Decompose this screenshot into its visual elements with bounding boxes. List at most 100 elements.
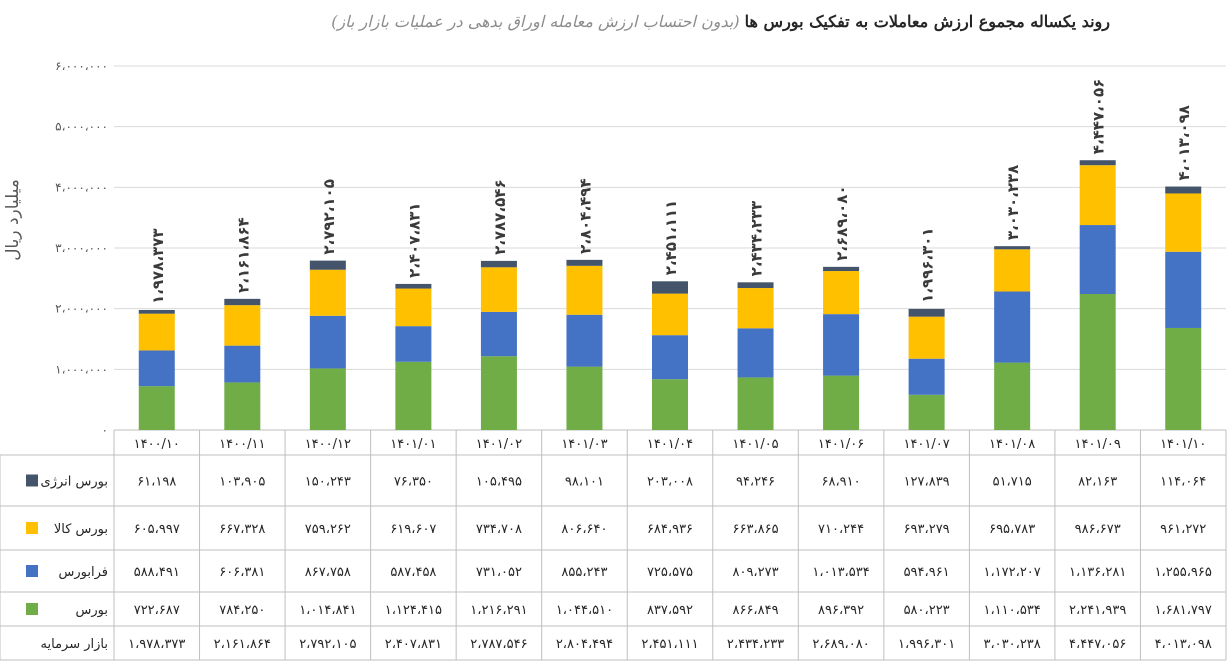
bar-segment: [480, 267, 517, 312]
table-cell-total: ۴،۰۱۳،۰۹۸: [1155, 637, 1212, 652]
bar-segment: [566, 265, 603, 315]
table-cell: ۱،۱۲۴،۴۱۵: [385, 603, 442, 618]
bar-segment: [908, 358, 945, 395]
table-cell: ۷۸۴،۲۵۰: [219, 603, 265, 618]
table-cell-total: ۲،۷۹۲،۱۰۵: [299, 637, 356, 652]
table-cell: ۹۶۱،۲۷۲: [1160, 522, 1206, 537]
legend-swatch: [26, 603, 38, 615]
table-cell: ۱۲۷،۸۳۹: [904, 475, 950, 490]
table-cell: ۶۸،۹۱۰: [822, 475, 861, 490]
bar-segment: [823, 314, 860, 376]
bar-segment: [1079, 293, 1116, 430]
x-tick-label: ۱۴۰۱/۰۱: [390, 437, 436, 452]
total-data-label: ۳،۰۳۰،۲۳۸: [1004, 165, 1022, 240]
bar-segment: [1165, 186, 1202, 194]
bar-segment: [908, 394, 945, 430]
table-cell: ۸۶۶،۸۴۹: [732, 603, 778, 618]
bar-segment: [395, 361, 432, 430]
y-tick-label: ۵،۰۰۰،۰۰۰: [55, 120, 108, 134]
bar-segment: [1079, 160, 1116, 166]
bar-segment: [566, 314, 603, 367]
legend-label: فرابورس: [59, 565, 108, 580]
bar-segment: [395, 288, 432, 327]
bar-segment: [480, 260, 517, 268]
table-cell: ۹۸۶،۶۷۳: [1075, 522, 1121, 537]
table-cell: ۶۹۳،۲۷۹: [904, 522, 950, 537]
total-data-label: ۲،۴۳۴،۲۳۳: [748, 201, 766, 276]
table-cell: ۱،۱۱۰،۵۳۴: [984, 603, 1041, 618]
table-cell: ۷۵۹،۲۶۲: [305, 522, 351, 537]
table-cell: ۱،۰۱۴،۸۴۱: [299, 603, 356, 618]
total-data-label: ۲،۱۶۱،۸۶۴: [234, 217, 252, 292]
legend-label: بورس انرژی: [41, 475, 108, 490]
total-data-label: ۴،۴۴۷،۰۵۶: [1090, 79, 1108, 154]
bar-segment: [138, 386, 175, 430]
bar-segment: [138, 313, 175, 351]
table-cell: ۱۰۵،۴۹۵: [476, 475, 522, 490]
total-data-label: ۱،۹۷۸،۳۷۳: [149, 228, 167, 303]
total-data-label: ۲،۶۸۹،۰۸۰: [833, 185, 851, 260]
bar-segment: [395, 326, 432, 362]
y-tick-label: ۲،۰۰۰،۰۰۰: [55, 302, 108, 316]
bar-segment: [309, 260, 346, 270]
table-cell-total: ۱،۹۹۶،۳۰۱: [898, 637, 955, 652]
total-data-label: ۲،۸۰۴،۴۹۴: [576, 178, 594, 253]
table-cell-total: ۲،۴۳۴،۲۳۳: [727, 637, 784, 652]
bar-segment: [908, 308, 945, 317]
table-cell: ۶۱،۱۹۸: [137, 475, 176, 490]
bar-segment: [737, 288, 774, 329]
table-cell: ۶۶۷،۳۲۸: [219, 522, 265, 537]
bar-segment: [480, 311, 517, 357]
table-cell: ۷۱۰،۲۴۴: [818, 522, 864, 537]
table-cell: ۱،۱۳۶،۲۸۱: [1069, 565, 1126, 580]
table-cell: ۶۰۵،۹۹۷: [134, 522, 180, 537]
table-cell: ۸۹۶،۳۹۲: [818, 603, 864, 618]
bar-segment: [1165, 193, 1202, 252]
bar-segment: [224, 305, 261, 346]
table-cell: ۵۸۰،۲۲۳: [904, 603, 950, 618]
table-cell-total: ۲،۸۰۴،۴۹۴: [556, 637, 613, 652]
table-cell: ۵۱،۷۱۵: [993, 475, 1032, 490]
x-tick-label: ۱۴۰۱/۰۸: [989, 437, 1035, 452]
table-cell: ۷۲۵،۵۷۵: [647, 565, 693, 580]
bar-segment: [395, 283, 432, 289]
bar-segment: [224, 382, 261, 430]
table-cell: ۱،۲۵۵،۹۶۵: [1155, 565, 1212, 580]
legend-swatch: [26, 522, 38, 534]
bar-segment: [737, 282, 774, 289]
x-tick-label: ۱۴۰۱/۰۴: [647, 437, 693, 452]
x-tick-label: ۱۴۰۰/۱۰: [134, 437, 180, 452]
table-cell-total: ۲،۴۰۷،۸۳۱: [385, 637, 442, 652]
title-main: روند یکساله مجموع ارزش معاملات به تفکیک …: [744, 12, 1110, 31]
table-cell: ۱،۶۸۱،۷۹۷: [1155, 603, 1212, 618]
bar-segment: [224, 298, 261, 306]
x-tick-label: ۱۴۰۱/۰۵: [732, 437, 778, 452]
bar-segment: [737, 377, 774, 430]
table-cell-total: ۳،۰۳۰،۲۳۸: [984, 637, 1041, 652]
bar-segment: [994, 362, 1031, 430]
table-cell: ۵۹۴،۹۶۱: [904, 565, 950, 580]
y-tick-label: ۴،۰۰۰،۰۰۰: [55, 180, 108, 194]
x-tick-label: ۱۴۰۱/۱۰: [1160, 437, 1206, 452]
total-data-label: ۲،۷۸۷،۵۴۶: [491, 179, 509, 254]
table-cell-total: ۴،۴۴۷،۰۵۶: [1069, 637, 1126, 652]
bar-segment: [480, 356, 517, 430]
table-cell: ۱۵۰،۲۴۳: [305, 475, 351, 490]
x-tick-label: ۱۴۰۱/۰۶: [818, 437, 864, 452]
table-cell: ۶۱۹،۶۰۷: [390, 522, 436, 537]
bar-segment: [652, 335, 688, 380]
table-cell: ۸۰۶،۶۴۰: [561, 522, 607, 537]
legend-swatch: [26, 474, 38, 487]
y-tick-label: ۰: [102, 423, 108, 437]
bar-segment: [309, 315, 346, 369]
bar-segment: [652, 281, 688, 294]
table-cell: ۸۶۷،۷۵۸: [305, 565, 351, 580]
table-cell-total: ۲،۷۸۷،۵۴۶: [470, 637, 527, 652]
y-tick-label: ۳،۰۰۰،۰۰۰: [55, 241, 108, 255]
table-cell: ۷۶،۳۵۰: [394, 475, 433, 490]
total-data-label: ۱،۹۹۶،۳۰۱: [919, 227, 937, 302]
table-cell: ۱۱۴،۰۶۴: [1160, 475, 1206, 490]
total-data-label: ۲،۷۹۲،۱۰۵: [320, 179, 338, 254]
bar-segment: [566, 259, 603, 266]
